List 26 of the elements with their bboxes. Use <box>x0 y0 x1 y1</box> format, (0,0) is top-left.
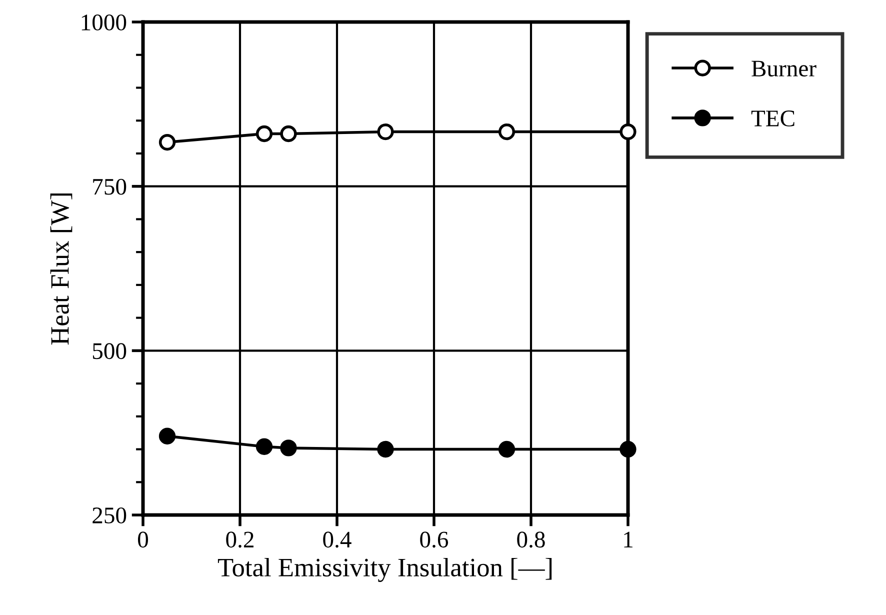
y-tick-label: 250 <box>92 507 126 524</box>
x-tick-label: 1 <box>624 532 632 548</box>
point <box>620 440 636 458</box>
legend-label: Burner <box>752 60 816 77</box>
x-axis-title: Total Emissivity Insulation [—] <box>218 558 552 582</box>
y-tick-label: 500 <box>92 343 126 360</box>
point <box>256 125 273 142</box>
point <box>280 440 297 456</box>
point <box>158 134 176 151</box>
point <box>377 123 394 140</box>
x-tick-label: 0.2 <box>226 532 254 548</box>
x-tick-label: 0 <box>138 532 148 548</box>
y-tick-label: 750 <box>93 178 126 195</box>
point <box>158 428 176 444</box>
legend-label: TEC <box>751 110 794 126</box>
point <box>256 438 273 455</box>
x-tick-label: 0.6 <box>420 532 448 548</box>
y-axis-title: Heat Flux [W] <box>50 194 72 345</box>
point <box>280 125 297 142</box>
point <box>498 440 516 458</box>
x-tick-label: 0.4 <box>323 532 352 548</box>
x-tick-label: 0.8 <box>517 532 545 548</box>
point <box>377 440 394 458</box>
y-tick-label: 1000 <box>82 14 126 30</box>
point <box>498 123 516 140</box>
point <box>620 123 636 140</box>
